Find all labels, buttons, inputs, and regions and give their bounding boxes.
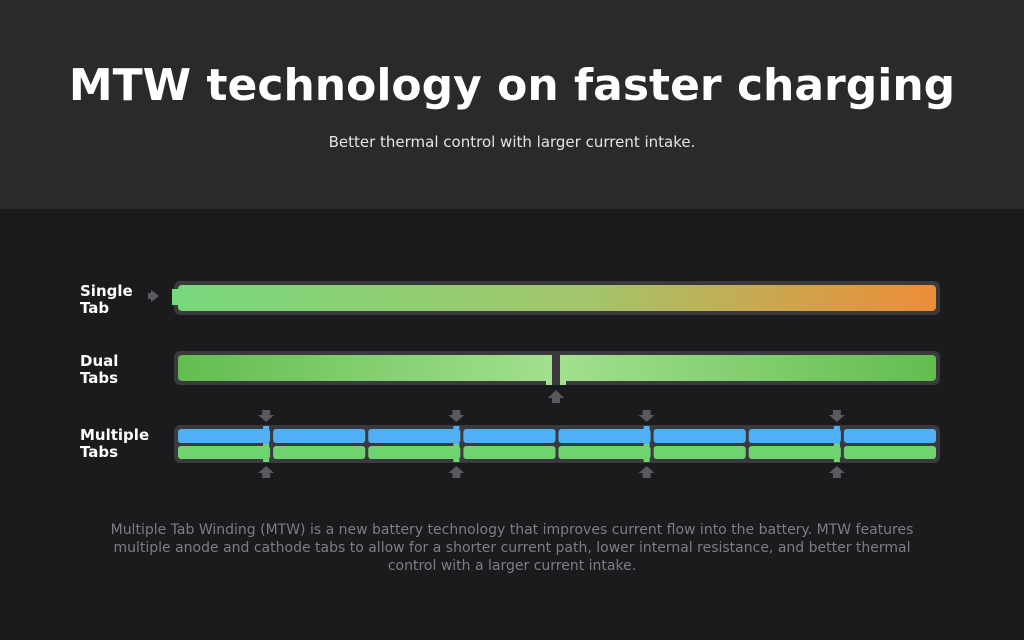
- multiple-tabs-battery: [174, 410, 940, 478]
- cathode-segment: [558, 429, 651, 443]
- arrow-down-icon: [638, 410, 655, 422]
- cathode-tab: [643, 426, 650, 446]
- arrow-right-icon: [148, 290, 159, 302]
- anode-tab: [263, 444, 270, 462]
- anode-segment: [463, 446, 556, 459]
- arrow-down-icon: [828, 410, 845, 422]
- single-tab-battery: [148, 281, 940, 315]
- anode-segment: [368, 446, 461, 459]
- cathode-segment: [463, 429, 556, 443]
- anode-segment: [748, 446, 841, 459]
- label-multiple-tabs: Multiple Tabs: [80, 426, 150, 461]
- arrow-up-icon: [548, 390, 564, 403]
- anode-tab: [833, 444, 840, 462]
- label-single-tab: Single Tab: [80, 282, 133, 317]
- arrow-up-icon: [638, 466, 655, 478]
- page-subtitle: Better thermal control with larger curre…: [328, 133, 696, 151]
- anode-segment: [653, 446, 746, 459]
- cathode-tab: [453, 426, 460, 446]
- dual-tabs-battery: [174, 351, 940, 403]
- arrow-up-icon: [828, 466, 845, 478]
- anode-segment: [843, 446, 936, 459]
- cathode-segment: [748, 429, 841, 443]
- anode-segment: [273, 446, 366, 459]
- cathode-tab: [263, 426, 270, 446]
- anode-segment: [558, 446, 651, 459]
- anode-tab: [643, 444, 650, 462]
- arrow-up-icon: [258, 466, 275, 478]
- arrow-down-icon: [258, 410, 275, 422]
- hero-section: MTW technology on faster charging Better…: [0, 0, 1024, 209]
- arrow-down-icon: [448, 410, 465, 422]
- description-text: Multiple Tab Winding (MTW) is a new batt…: [110, 522, 914, 574]
- cathode-segment: [178, 429, 271, 443]
- cathode-tab: [833, 426, 840, 446]
- anode-tab: [453, 444, 460, 462]
- cathode-segment: [653, 429, 746, 443]
- anode-segment: [178, 446, 271, 459]
- page-title: MTW technology on faster charging: [68, 60, 956, 111]
- cathode-segment: [843, 429, 936, 443]
- arrow-up-icon: [448, 466, 465, 478]
- cathode-segment: [368, 429, 461, 443]
- label-dual-tabs: Dual Tabs: [80, 352, 119, 387]
- cathode-segment: [273, 429, 366, 443]
